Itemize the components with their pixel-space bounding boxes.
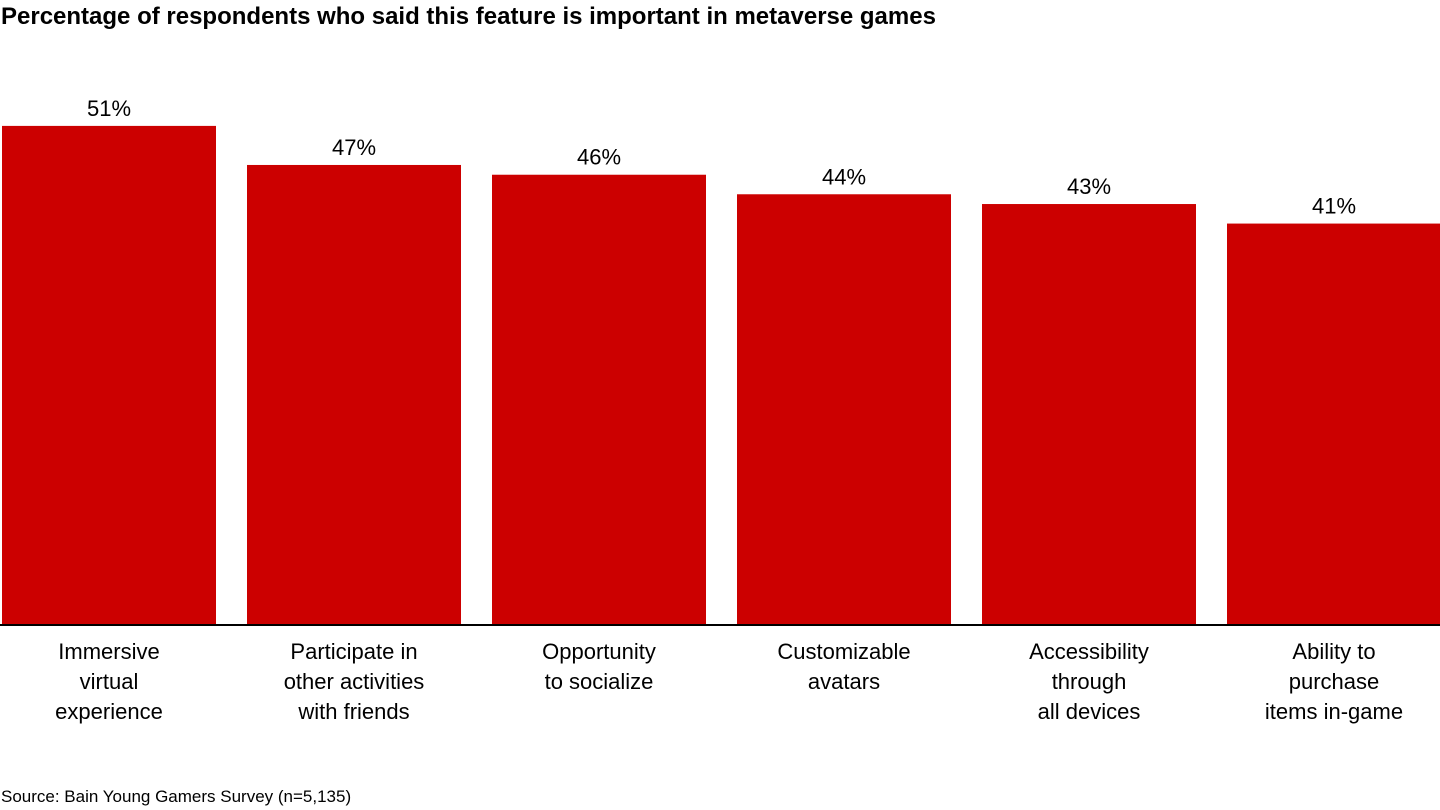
category-label-5: Accessibility through all devices [1029,639,1149,724]
category-label-line: virtual [80,669,139,694]
category-label-line: to socialize [545,669,654,694]
value-labels-layer: 51% 47% 46% 44% 43% 41% [87,96,1356,219]
category-label-4: Customizable avatars [777,639,910,694]
category-label-line: avatars [808,669,880,694]
bar-6 [1227,223,1440,625]
category-label-line: purchase [1289,669,1380,694]
bar-4 [737,194,951,624]
bar-2 [247,164,461,624]
category-label-line: experience [55,699,163,724]
category-label-1: Immersive virtual experience [55,639,163,724]
category-label-line: Opportunity [542,639,656,664]
category-labels-layer: Immersive virtual experience Participate in… [55,639,1403,724]
bar-5 [982,204,1196,625]
category-label-3: Opportunity to socialize [542,639,656,694]
category-label-line: items in-game [1265,699,1403,724]
value-label-5: 43% [1067,174,1111,199]
value-label-3: 46% [577,145,621,170]
bars-layer [2,125,1440,625]
category-label-6: Ability to purchase items in-game [1265,639,1403,724]
category-label-line: other activities [284,669,425,694]
category-label-line: through [1052,669,1127,694]
category-label-2: Participate in other activities with frien… [284,639,425,724]
category-label-line: Customizable [777,639,910,664]
category-label-line: Accessibility [1029,639,1149,664]
value-label-4: 44% [822,164,866,189]
bar-1 [2,125,216,625]
bar-3 [492,174,706,624]
category-label-line: all devices [1038,699,1141,724]
source-note: Source: Bain Young Gamers Survey (n=5,13… [1,787,352,806]
chart-title: Percentage of respondents who said this … [1,3,936,30]
category-label-line: Ability to [1292,639,1375,664]
value-label-6: 41% [1312,194,1356,219]
value-label-1: 51% [87,96,131,121]
category-label-line: Immersive [58,639,159,664]
bar-chart: 51% 47% 46% 44% 43% 41% Immersive virtual exper… [0,96,1440,724]
value-label-2: 47% [332,135,376,160]
category-label-line: with friends [297,699,409,724]
category-label-line: Participate in [290,639,417,664]
